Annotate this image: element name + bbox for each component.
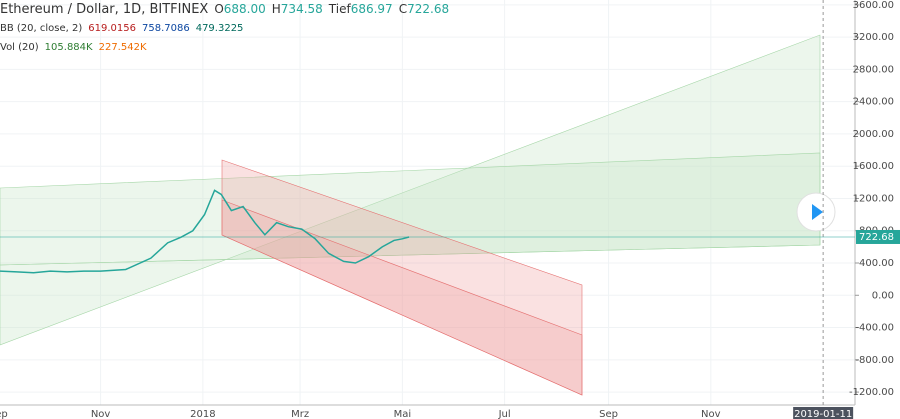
red-channel xyxy=(221,199,583,396)
x-tick-label: 2018 xyxy=(190,409,215,419)
ohlc-value: 734.58 xyxy=(280,2,323,16)
ohlc-value: 688.00 xyxy=(223,2,266,16)
drawings xyxy=(0,34,821,396)
indicator-name: BB (20, close, 2) xyxy=(0,23,83,34)
x-tick-label: Nov xyxy=(91,409,111,419)
indicator-value: 105.884K xyxy=(44,42,93,53)
indicator-value: 758.7086 xyxy=(141,23,190,34)
symbol-title: Ethereum / Dollar, 1D, BITFINEX xyxy=(0,2,209,17)
y-tick-label: 1600.00 xyxy=(853,161,894,172)
y-tick-label: -1200.00 xyxy=(849,387,894,398)
ohlc-value: 686.97 xyxy=(350,2,393,16)
last-price-label: 722.68 xyxy=(859,232,894,243)
bb-row: BB (20, close, 2) 619.0156 758.7086 479.322… xyxy=(0,19,461,38)
y-tick-label: 0.00 xyxy=(872,290,894,301)
x-tick-label: Mrz xyxy=(291,409,309,419)
price-line xyxy=(0,189,410,274)
y-tick-label: -400.00 xyxy=(855,323,894,334)
last-price-box xyxy=(856,229,900,244)
indicator-value: 619.0156 xyxy=(88,23,136,34)
y-tick-label: -800.00 xyxy=(855,355,894,366)
x-tick-label: Jul xyxy=(498,409,511,419)
x-tick-label: Nov xyxy=(701,409,721,419)
ohlc-value: 722.68 xyxy=(407,2,450,16)
ohlc-label: H xyxy=(271,2,281,16)
cursor-box xyxy=(793,407,854,419)
grid xyxy=(0,0,855,405)
y-tick-label: 3600.00 xyxy=(853,0,894,11)
y-tick-label: 3200.00 xyxy=(853,32,894,43)
ohlc: O688.00 H734.58 Tief686.97 C722.68 xyxy=(214,2,455,16)
vol-row: Vol (20) 105.884K 227.542K xyxy=(0,38,461,57)
x-tick-label: Sep xyxy=(0,409,8,419)
ohlc-label: Tief xyxy=(328,2,351,16)
y-tick-label: 2800.00 xyxy=(853,64,894,75)
indicator-name: Vol (20) xyxy=(0,42,39,53)
x-tick-label: Mai xyxy=(394,409,412,419)
legend-header: Ethereum / Dollar, 1D, BITFINEX O688.00 H7… xyxy=(0,0,461,57)
ohlc-label: O xyxy=(214,2,224,16)
y-tick-label: 2400.00 xyxy=(853,97,894,108)
indicator-value: 227.542K xyxy=(98,42,147,53)
symbol-row: Ethereum / Dollar, 1D, BITFINEX O688.00 H7… xyxy=(0,0,461,19)
ohlc-label: C xyxy=(398,2,408,16)
y-tick-label: 400.00 xyxy=(859,258,894,269)
x-tick-label: Sep xyxy=(599,409,618,419)
cursor-label: 2019-01-11 xyxy=(794,409,852,419)
play-icon[interactable] xyxy=(812,204,823,220)
y-tick-label: 2000.00 xyxy=(853,129,894,140)
indicator-value: 479.3225 xyxy=(195,23,244,34)
y-tick-label: 1200.00 xyxy=(853,193,894,204)
play-button[interactable] xyxy=(796,192,836,232)
